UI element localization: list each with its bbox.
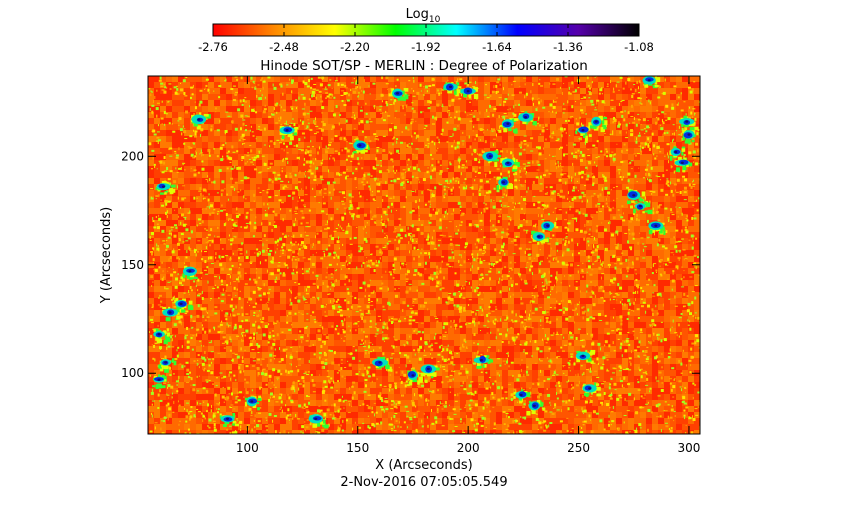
strong-field-patch [633, 200, 653, 215]
strong-field-patch [575, 349, 596, 364]
y-tick-label: 200 [121, 149, 144, 163]
strong-field-patch [155, 180, 176, 195]
y-axis-ticks: 100 150 200 [121, 149, 700, 380]
y-tick-label: 150 [121, 258, 144, 272]
strong-field-patch [513, 389, 531, 403]
strong-field-patch [582, 382, 602, 397]
strong-field-patch [669, 146, 686, 161]
strong-field-patch [244, 395, 262, 411]
strong-field-patch [353, 139, 370, 154]
strong-field-patch [460, 87, 479, 100]
strong-field-patch [190, 113, 211, 130]
colorbar-tick-label: -1.92 [411, 40, 441, 54]
colorbar-tick-label: -2.76 [198, 40, 228, 54]
colorbar-ticks: -2.76 -2.48 -2.20 -1.92 -1.64 -1.36 -1.08 [198, 24, 654, 54]
strong-field-patch [158, 358, 177, 373]
strong-field-patch [526, 399, 545, 416]
strong-field-patches [152, 76, 699, 429]
strong-field-patch [219, 412, 239, 428]
strong-field-patch [174, 297, 194, 313]
x-tick-label: 100 [236, 441, 259, 455]
x-axis-label: X (Arcseconds) [375, 458, 472, 473]
strong-field-patch [279, 125, 299, 141]
timestamp-label: 2-Nov-2016 07:05:05.549 [340, 475, 507, 490]
x-axis-ticks: 100 150 200 250 300 [236, 76, 701, 455]
colorbar-tick-label: -1.36 [553, 40, 583, 54]
strong-field-patch [588, 115, 608, 133]
strong-field-patch [390, 88, 409, 102]
strong-field-patch [531, 230, 550, 245]
colorbar-tick-label: -2.20 [340, 40, 370, 54]
strong-field-patch [682, 128, 699, 144]
strong-field-patch [642, 76, 661, 89]
plot-frame [147, 75, 701, 435]
strong-field-patch [407, 369, 423, 386]
x-tick-label: 300 [678, 441, 701, 455]
strong-field-patch [182, 265, 198, 280]
strong-field-patch [575, 126, 592, 141]
y-axis-label: Y (Arcseconds) [99, 207, 114, 304]
strong-field-patch [627, 189, 646, 205]
strong-field-patch [308, 413, 329, 429]
colorbar-tick-label: -2.48 [269, 40, 299, 54]
strong-field-patch [501, 118, 519, 134]
strong-field-patch [496, 176, 514, 191]
y-tick-label: 100 [121, 366, 144, 380]
strong-field-patch [541, 221, 557, 233]
strong-field-patch [372, 356, 392, 372]
x-tick-label: 150 [346, 441, 369, 455]
strong-field-patch [648, 221, 666, 235]
strong-field-patch [473, 355, 494, 369]
strong-field-patch [162, 306, 182, 322]
colorbar-label: Log10 [406, 7, 441, 25]
strong-field-patch [443, 82, 462, 97]
strong-field-patch [500, 157, 520, 172]
strong-field-patch [420, 364, 440, 379]
chart-title: Hinode SOT/SP - MERLIN : Degree of Polar… [260, 58, 588, 74]
strong-field-patch [674, 157, 693, 172]
strong-field-patch [482, 150, 502, 168]
x-tick-label: 250 [567, 441, 590, 455]
heatmap-speckle-layer [148, 76, 700, 434]
x-tick-label: 200 [457, 441, 480, 455]
colorbar-tick-label: -1.64 [482, 40, 512, 54]
heatmap-area [148, 76, 700, 434]
strong-field-patch [679, 115, 699, 131]
colorbar-tick-label: -1.08 [624, 40, 654, 54]
strong-field-patch [152, 374, 167, 390]
strong-field-patch [153, 328, 171, 345]
strong-field-patch [518, 111, 537, 126]
